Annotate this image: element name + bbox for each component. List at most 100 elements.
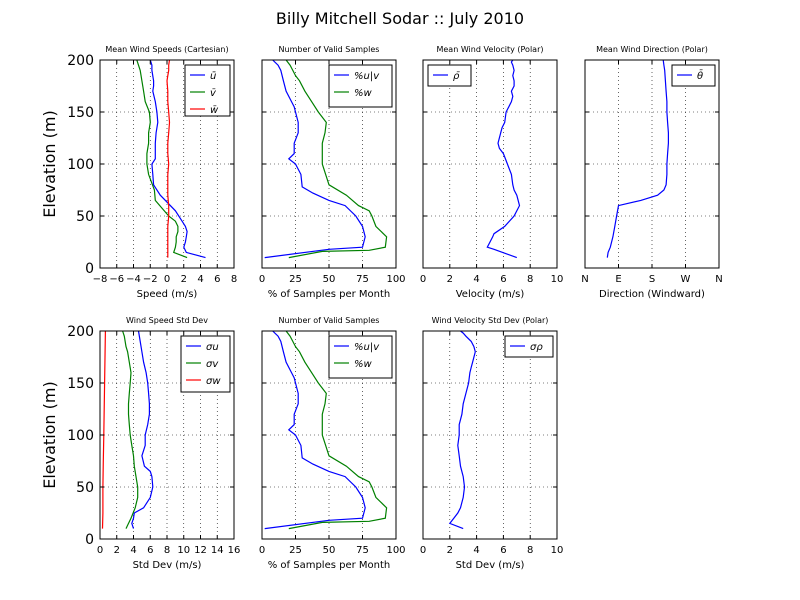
x-tick-label: 16 [228, 545, 241, 556]
legend-box [504, 335, 554, 358]
y-tick-label: 50 [76, 209, 94, 225]
legend-box [184, 64, 231, 117]
x-tick-label: 2 [447, 545, 453, 556]
chart-panel-3: 0 2 4 6 8 10 Mean Wind Velocity (Polar) Velocit… [420, 45, 564, 300]
x-tick-label: 4 [473, 545, 479, 556]
x-tick-label: E [615, 274, 621, 285]
legend-box [180, 335, 231, 393]
legend: σu σv σw [180, 335, 231, 393]
legend-box [427, 64, 472, 87]
x-tick-label: 25 [289, 545, 302, 556]
x-tick-label: 75 [356, 545, 369, 556]
x-tick-label: S [649, 274, 655, 285]
series-line [448, 330, 476, 530]
x-tick-label: 8 [527, 274, 533, 285]
series-line [149, 59, 206, 259]
legend-label: %u|v [354, 71, 380, 82]
x-axis-label: Std Dev (m/s) [133, 560, 202, 571]
y-tick-label: 200 [67, 324, 94, 340]
x-tick-label: 10 [177, 545, 190, 556]
x-tick-label: 6 [500, 545, 506, 556]
x-tick-label: 8 [527, 545, 533, 556]
panel-title: Wind Velocity Std Dev (Polar) [432, 316, 549, 325]
x-tick-label: 0 [259, 274, 265, 285]
x-tick-label: 4 [197, 274, 203, 285]
x-tick-label: 50 [323, 545, 336, 556]
legend-label: ū [210, 71, 216, 82]
x-tick-label: 8 [164, 545, 170, 556]
panel-title: Number of Valid Samples [279, 316, 380, 325]
legend-label: σv [206, 359, 219, 370]
x-tick-label: 0 [420, 274, 426, 285]
legend-label: θ̄ [697, 69, 703, 82]
y-tick-label: 150 [67, 376, 94, 392]
panel-title: Mean Wind Direction (Polar) [596, 45, 708, 54]
x-tick-label: 2 [447, 274, 453, 285]
y-tick-label: 50 [76, 480, 94, 496]
x-tick-label: 0 [420, 545, 426, 556]
series-line [486, 59, 521, 259]
x-tick-label: 6 [500, 274, 506, 285]
series-line [101, 330, 106, 529]
y-tick-label: 100 [67, 428, 94, 444]
y-tick-label: 0 [85, 261, 94, 277]
x-tick-label: 0 [259, 545, 265, 556]
x-tick-label: 50 [323, 274, 336, 285]
x-tick-label: −2 [143, 274, 158, 285]
x-tick-label: 10 [551, 545, 564, 556]
legend-label: ρ̄ [453, 71, 460, 82]
legend: %u|v %w [328, 335, 393, 379]
y-tick-label: 150 [67, 105, 94, 121]
series-line [131, 330, 154, 529]
series-line [122, 330, 139, 529]
series-line [264, 59, 366, 259]
x-axis-label: Direction (Windward) [599, 289, 705, 300]
x-axis-label: % of Samples per Month [268, 289, 391, 300]
x-tick-label: −4 [126, 274, 141, 285]
series-line [285, 330, 388, 530]
series-line [136, 59, 188, 259]
panel-title: Mean Wind Velocity (Polar) [436, 45, 543, 54]
x-tick-label: 2 [181, 274, 187, 285]
legend-box [328, 64, 393, 108]
x-tick-label: 100 [386, 274, 405, 285]
legend: σρ [504, 335, 554, 358]
y-tick-label: 100 [67, 157, 94, 173]
x-tick-label: 2 [114, 545, 120, 556]
chart-panel-6: 0 25 50 75 100 Number of Valid Samples % of Sa… [259, 316, 406, 571]
legend: ρ̄ [427, 64, 472, 87]
x-tick-label: 8 [231, 274, 237, 285]
x-tick-label: 4 [130, 545, 136, 556]
legend-box [671, 64, 716, 87]
legend-label: v̄ [210, 88, 217, 99]
chart-panel-4: N E S W N Mean Wind Direction (Polar) Directio… [581, 45, 722, 300]
legend-label: σw [206, 376, 221, 387]
legend: %u|v %w [328, 64, 393, 108]
x-tick-label: 10 [551, 274, 564, 285]
y-tick-label: 200 [67, 53, 94, 69]
chart-panel-2: 0 25 50 75 100 Number of Valid Samples % of Sa… [259, 45, 406, 300]
legend-label: σρ [530, 342, 543, 353]
x-tick-label: 6 [214, 274, 220, 285]
series-line [166, 59, 171, 258]
legend: θ̄ [671, 64, 716, 87]
panel-title: Mean Wind Speeds (Cartesian) [105, 45, 228, 54]
x-tick-label: 25 [289, 274, 302, 285]
legend-label: w̄ [210, 105, 219, 116]
x-tick-label: 0 [97, 545, 103, 556]
legend: ū v̄ w̄ [184, 64, 231, 117]
x-axis-label: Std Dev (m/s) [456, 560, 525, 571]
x-tick-label: 4 [473, 274, 479, 285]
y-axis-label: Elevation (m) [40, 381, 59, 488]
figure-title: Billy Mitchell Sodar :: July 2010 [275, 9, 525, 28]
x-axis-label: Velocity (m/s) [456, 289, 525, 300]
chart-panel-7: 0 2 4 6 8 10 Wind Velocity Std Dev (Polar) Std … [420, 316, 564, 571]
x-tick-label: W [681, 274, 691, 285]
x-tick-label: N [715, 274, 722, 285]
y-tick-label: 0 [85, 532, 94, 548]
x-tick-label: −6 [109, 274, 124, 285]
x-axis-label: % of Samples per Month [268, 560, 391, 571]
panel-title: Wind Speed Std Dev [126, 316, 208, 325]
